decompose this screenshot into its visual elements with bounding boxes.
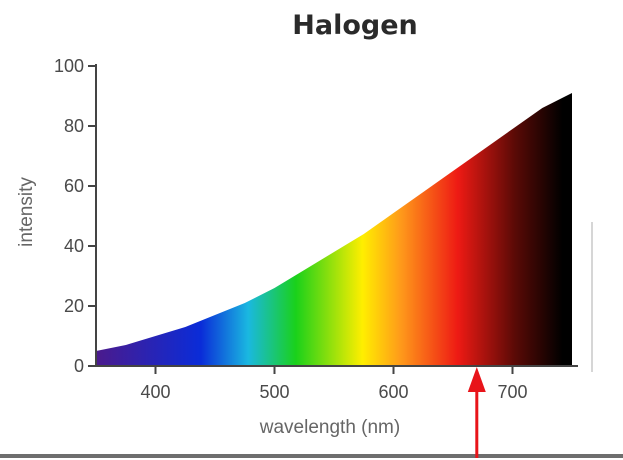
red-arrow-icon [467,367,486,458]
y-tick-label-0: 0 [74,356,84,376]
x-tick-label-700: 700 [497,382,527,402]
x-tick-label-500: 500 [259,382,289,402]
x-tick-label-400: 400 [140,382,170,402]
y-tick-label-80: 80 [64,116,84,136]
spectrum-area [96,93,572,366]
x-axis-ticks: 400 500 600 700 [140,366,528,402]
y-tick-label-20: 20 [64,296,84,316]
y-tick-label-40: 40 [64,236,84,256]
spectrum-area-layer [96,93,572,366]
y-tick-label-60: 60 [64,176,84,196]
y-tick-label-100: 100 [54,56,84,76]
chart-title: Halogen [292,10,417,41]
y-axis-label: intensity [16,177,37,247]
annotation-layer [467,367,486,458]
x-axis-label: wavelength (nm) [259,417,400,438]
y-axis-ticks: 0 20 40 60 80 100 [54,56,96,376]
x-tick-label-600: 600 [378,382,408,402]
